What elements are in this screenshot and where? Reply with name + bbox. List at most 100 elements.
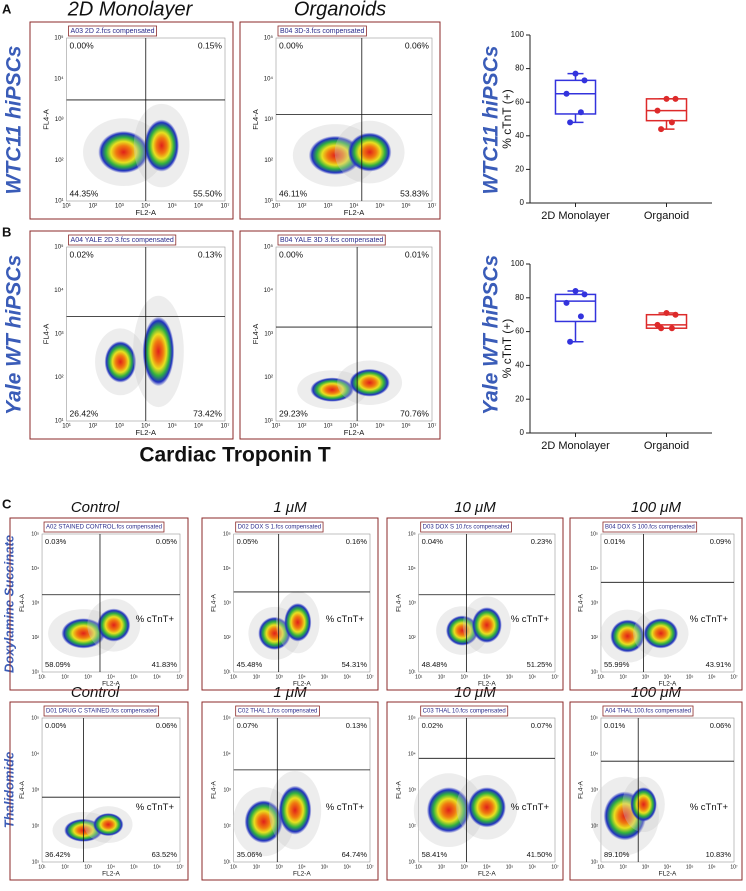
- quadrant-value: 70.76%: [400, 408, 429, 418]
- plot-frame: [9, 701, 189, 881]
- x-axis-label: FL2-A: [293, 681, 311, 688]
- box: [554, 79, 597, 115]
- y-tick-label: 10²: [264, 158, 273, 164]
- quadrant-value: 55.50%: [193, 188, 222, 198]
- x-tick-label: 10²: [620, 864, 628, 870]
- x-tick-label: 10⁴: [141, 423, 151, 430]
- quadrant-value: 0.02%: [422, 721, 444, 730]
- annotation: % cTnT+: [136, 802, 175, 813]
- x-tick-label: 10⁷: [551, 864, 559, 870]
- quadrant-value: 0.06%: [710, 721, 732, 730]
- density-cloud: [467, 787, 506, 828]
- y-tick-label: 10¹: [223, 859, 231, 865]
- quadrant-value: 43.91%: [706, 660, 732, 669]
- file-label: D01 DRUG C STAINED.fcs compensated: [46, 709, 157, 715]
- y-axis-label: FL4-A: [395, 593, 402, 611]
- y-tick-label: 10³: [223, 600, 231, 606]
- y-tick-label: 10¹: [264, 419, 273, 425]
- annotation: % cTnT+: [511, 802, 550, 813]
- density-cloud: [97, 608, 131, 642]
- y-tick-label: 40: [515, 131, 524, 140]
- column-header: 10 μM: [454, 499, 496, 516]
- plot-frame: [569, 701, 743, 881]
- file-label: A02 STAINED CONTROL.fcs compensated: [46, 525, 162, 531]
- y-tick-label: 10⁵: [264, 244, 274, 251]
- column-header: 100 μM: [631, 684, 681, 701]
- y-tick-label: 10²: [264, 375, 273, 381]
- data-point: [581, 77, 588, 84]
- plot-frame: [201, 517, 379, 691]
- x-tick-label: 10⁵: [321, 864, 329, 870]
- box: [554, 293, 597, 323]
- quadrant-value: 0.00%: [45, 721, 67, 730]
- x-tick-label: 10⁴: [483, 864, 491, 870]
- x-tick-label: 10³: [276, 674, 284, 680]
- x-tick-label: 10⁵: [375, 423, 385, 430]
- y-axis-label: FL4-A: [210, 780, 217, 798]
- x-tick-label: 10⁵: [321, 674, 329, 680]
- y-tick-label: 10⁵: [223, 531, 231, 537]
- y-tick-label: 0: [520, 428, 525, 437]
- y-tick-label: 10¹: [408, 669, 416, 675]
- quadrant-value: 41.83%: [152, 660, 178, 669]
- data-point: [672, 311, 679, 318]
- file-label-box: [277, 234, 386, 246]
- x-tick-label: 10³: [84, 864, 92, 870]
- y-tick-label: 0: [520, 198, 525, 207]
- plot-frame: [29, 230, 234, 440]
- y-tick-label: 10⁴: [223, 566, 231, 572]
- x-tick-label: 10⁷: [428, 203, 437, 210]
- file-label-box: [420, 521, 512, 533]
- data-point: [663, 310, 670, 317]
- annotation: % cTnT+: [690, 802, 729, 813]
- x-axis-label: FL2-A: [344, 428, 364, 437]
- y-tick-label: 10⁴: [31, 566, 39, 572]
- x-title: Cardiac Troponin T: [139, 444, 331, 467]
- plot-frame: [201, 701, 379, 881]
- y-tick-label: 10⁴: [264, 287, 274, 294]
- y-tick-label: 80: [515, 64, 524, 73]
- y-tick-label: 10⁵: [54, 244, 64, 251]
- file-label-box: [235, 521, 324, 533]
- file-label-box: [43, 705, 160, 717]
- x-tick-label: 10⁶: [401, 423, 411, 430]
- x-tick-label: 2D Monolayer: [541, 210, 610, 222]
- quadrant-value: 0.01%: [604, 721, 626, 730]
- quadrant-value: 0.01%: [405, 249, 430, 259]
- y-axis-label: FL4-A: [395, 780, 402, 798]
- density-cloud: [349, 368, 390, 397]
- density-cloud: [310, 377, 354, 402]
- x-tick-label: 10³: [115, 424, 124, 430]
- annotation: % cTnT+: [690, 614, 729, 625]
- x-axis-label: FL2-A: [102, 871, 120, 878]
- density-cloud: [426, 787, 471, 834]
- plot-frame: [239, 21, 441, 220]
- x-tick-label: Organoid: [644, 440, 689, 452]
- x-tick-label: 10⁵: [686, 674, 694, 680]
- row-label: Yale WT hiPSCs: [480, 255, 503, 415]
- column-header: 100 μM: [631, 499, 681, 516]
- quadrant-value: 0.00%: [279, 249, 304, 259]
- file-label-box: [68, 234, 177, 246]
- plot-frame: [29, 21, 234, 220]
- x-tick-label: 10¹: [597, 674, 605, 680]
- x-tick-label: 10⁶: [343, 864, 351, 870]
- y-tick-label: 10¹: [591, 669, 599, 675]
- y-tick-label: 10³: [591, 787, 599, 793]
- x-tick-label: 10³: [642, 674, 650, 680]
- x-tick-label: 10¹: [597, 864, 605, 870]
- y-axis-label: FL4-A: [251, 324, 260, 344]
- row-label: Yale WT hiPSCs: [3, 255, 26, 415]
- data-point: [654, 107, 661, 114]
- y-tick-label: 10²: [591, 823, 599, 829]
- x-tick-label: 10³: [324, 204, 333, 210]
- x-tick-label: 10⁴: [141, 203, 151, 210]
- quadrant-value: 0.07%: [531, 721, 553, 730]
- y-tick-label: 10³: [223, 787, 231, 793]
- y-tick-label: 10⁵: [31, 531, 39, 537]
- x-axis-label: FL2-A: [659, 681, 677, 688]
- x-tick-label: 10²: [89, 424, 98, 430]
- x-axis-label: FL2-A: [102, 681, 120, 688]
- x-tick-label: 10³: [115, 204, 124, 210]
- plot-area: [275, 37, 433, 202]
